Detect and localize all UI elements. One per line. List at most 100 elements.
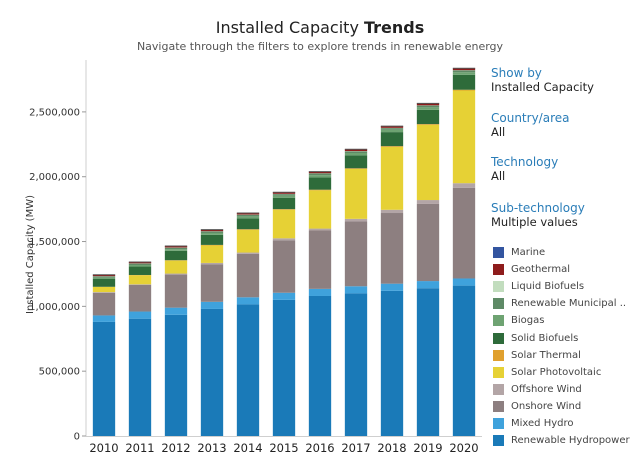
- x-tick-label: 2018: [377, 441, 406, 455]
- bar-segment-mixed-hydro-2016: [308, 288, 332, 296]
- bar-segment-geothermal-2017: [344, 149, 368, 152]
- bar-segment-onshore-wind-2015: [272, 240, 296, 293]
- bar-segment-biogas-2020: [452, 72, 476, 75]
- bar-segment-solar-biofuels-2014: [236, 218, 260, 230]
- bar-segment-solar-biofuels-2017: [344, 155, 368, 169]
- bar-segment-renewable-municipal-2017: [344, 151, 368, 153]
- bar-segment-solar-thermal-2014: [236, 229, 260, 230]
- legend-label: Geothermal: [511, 264, 571, 276]
- y-tick-label: 500,000: [39, 367, 80, 378]
- y-axis-label: Installed Capacity (MW): [25, 195, 36, 314]
- bar-segment-offshore-wind-2014: [236, 252, 260, 254]
- bar-segment-renewable-hydropower-2020: [452, 285, 476, 436]
- bar-segment-renewable-hydropower-2016: [308, 295, 332, 436]
- bar-segment-solar-biofuels-2013: [200, 234, 224, 245]
- bar-segment-mixed-hydro-2018: [380, 283, 404, 291]
- bar-segment-solar-photovoltaic-2012: [164, 260, 188, 274]
- filter-show-by-label: Show by: [491, 66, 542, 80]
- bar-segment-geothermal-2011: [128, 262, 152, 264]
- legend-item[interactable]: Onshore Wind: [493, 398, 630, 415]
- filter-technology-value[interactable]: All: [491, 169, 506, 183]
- bar-segment-biogas-2013: [200, 232, 224, 235]
- bar-segment-solar-biofuels-2018: [380, 132, 404, 147]
- bar-segment-offshore-wind-2019: [416, 200, 440, 204]
- bar-segment-geothermal-2019: [416, 103, 440, 106]
- filter-country-area[interactable]: Country/area All: [491, 111, 569, 139]
- bar-segment-mixed-hydro-2012: [164, 307, 188, 315]
- legend-item[interactable]: Geothermal: [493, 261, 630, 278]
- x-tick-label: 2019: [413, 441, 442, 455]
- bar-segment-renewable-hydropower-2014: [236, 304, 260, 436]
- legend-swatch: [493, 332, 504, 344]
- y-tick-label: 2,500,000: [29, 107, 80, 118]
- legend-item[interactable]: Offshore Wind: [493, 381, 630, 398]
- chart-title: Installed Capacity Trends: [215, 18, 425, 37]
- bar-segment-onshore-wind-2017: [344, 221, 368, 287]
- bar-segment-renewable-hydropower-2015: [272, 299, 296, 436]
- bar-segment-offshore-wind-2018: [380, 209, 404, 214]
- legend-swatch: [493, 400, 504, 412]
- bar-segment-solar-photovoltaic-2017: [344, 168, 368, 219]
- bar-segment-offshore-wind-2020: [452, 183, 476, 188]
- y-tick-label: 1,500,000: [29, 237, 80, 248]
- filter-show-by[interactable]: Show by Installed Capacity: [491, 66, 594, 94]
- legend-item[interactable]: Renewable Hydropower: [493, 432, 630, 449]
- legend-swatch: [493, 281, 504, 293]
- legend-swatch: [493, 383, 504, 395]
- bar-segment-renewable-hydropower-2011: [128, 318, 152, 436]
- filter-sub-technology[interactable]: Sub-technology Multiple values: [491, 201, 585, 229]
- legend-label: Offshore Wind: [511, 383, 582, 395]
- bar-segment-solar-biofuels-2011: [128, 266, 152, 275]
- legend-item[interactable]: Solar Photovoltaic: [493, 364, 630, 381]
- bar-segment-solar-thermal-2017: [344, 168, 368, 169]
- stacked-bar-chart: 0 500,000 1,000,000 1,500,000 2,000,000 2,500…: [25, 60, 482, 455]
- bar-segment-solar-photovoltaic-2016: [308, 190, 332, 229]
- legend-label: Onshore Wind: [511, 400, 582, 412]
- bar-segment-geothermal-2018: [380, 126, 404, 128]
- bar-segment-renewable-municipal-2012: [164, 247, 188, 250]
- bar-segment-biogas-2015: [272, 195, 296, 198]
- bar-segment-biogas-2018: [380, 129, 404, 133]
- bar-segment-solar-photovoltaic-2018: [380, 146, 404, 210]
- legend-label: Solar Thermal: [511, 349, 581, 361]
- bar-segment-renewable-municipal-2019: [416, 105, 440, 108]
- filter-show-by-value[interactable]: Installed Capacity: [491, 80, 594, 94]
- legend-swatch: [493, 349, 504, 361]
- filter-sub-technology-value[interactable]: Multiple values: [491, 215, 578, 229]
- legend-item[interactable]: Solid Biofuels: [493, 329, 630, 346]
- bar-segment-solar-photovoltaic-2011: [128, 275, 152, 285]
- bar-segment-onshore-wind-2019: [416, 203, 440, 282]
- legend-item[interactable]: Renewable Municipal ..: [493, 295, 630, 312]
- filter-country-area-label: Country/area: [491, 111, 570, 125]
- bar-segment-geothermal-2010: [92, 274, 116, 277]
- bar-segment-geothermal-2014: [236, 213, 260, 215]
- legend-item[interactable]: Liquid Biofuels: [493, 278, 630, 295]
- legend-swatch: [493, 435, 504, 447]
- bar-segment-solar-photovoltaic-2015: [272, 209, 296, 239]
- bar-segment-mixed-hydro-2011: [128, 311, 152, 319]
- legend-label: Biogas: [511, 315, 545, 327]
- legend: Marine Geothermal Liquid Biofuels Renewable…: [493, 244, 630, 449]
- bar-segment-renewable-hydropower-2013: [200, 308, 224, 436]
- bar-segment-biogas-2011: [128, 265, 152, 267]
- legend-item[interactable]: Mixed Hydro: [493, 415, 630, 432]
- legend-item[interactable]: Marine: [493, 244, 630, 261]
- bar-segment-mixed-hydro-2020: [452, 278, 476, 286]
- legend-swatch: [493, 264, 504, 276]
- y-tick-label: 2,000,000: [29, 172, 80, 183]
- filter-technology[interactable]: Technology All: [491, 155, 558, 183]
- legend-item[interactable]: Biogas: [493, 312, 630, 329]
- bar-segment-renewable-municipal-2018: [380, 128, 404, 130]
- bar-segment-renewable-hydropower-2017: [344, 293, 368, 436]
- legend-swatch: [493, 298, 504, 310]
- filter-country-area-value[interactable]: All: [491, 125, 506, 139]
- bar-segment-solar-thermal-2015: [272, 209, 296, 210]
- bar-segment-mixed-hydro-2015: [272, 292, 296, 300]
- bar-segment-renewable-hydropower-2010: [92, 321, 116, 436]
- bar-segment-offshore-wind-2010: [92, 292, 116, 293]
- legend-label: Renewable Hydropower: [511, 435, 630, 447]
- legend-item[interactable]: Solar Thermal: [493, 347, 630, 364]
- bar-segment-onshore-wind-2012: [164, 274, 188, 308]
- bar-segment-offshore-wind-2013: [200, 262, 224, 265]
- bar-segment-biogas-2012: [164, 249, 188, 251]
